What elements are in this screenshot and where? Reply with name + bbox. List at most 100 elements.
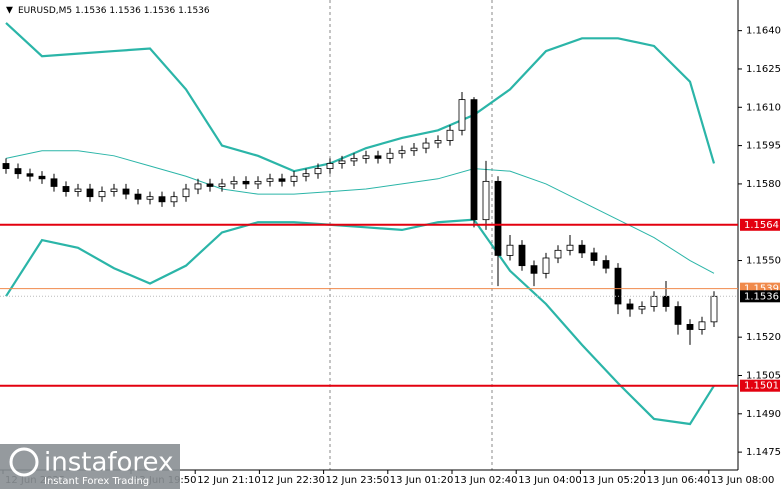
- header-value: 1.1536: [75, 6, 107, 16]
- candle-body: [134, 193, 142, 200]
- candle-body: [350, 157, 358, 162]
- candle-body: [2, 163, 10, 169]
- candle-body: [590, 252, 598, 261]
- level-label-bg: [740, 379, 780, 392]
- candle-body: [230, 180, 238, 185]
- candle-body: [410, 147, 418, 152]
- candle-body: [98, 191, 106, 198]
- y-tick-label: 1.1640: [746, 26, 781, 37]
- candle-body: [50, 178, 58, 187]
- plot: [0, 22, 738, 426]
- x-tick-label: 13 Jun 02:40: [454, 475, 518, 486]
- candle-body: [470, 99, 478, 221]
- candle-body: [86, 188, 94, 198]
- candle-body: [14, 168, 22, 175]
- candle-body: [674, 306, 682, 325]
- x-tick-label: 13 Jun 06:40: [647, 475, 711, 486]
- candle-body: [170, 196, 178, 203]
- candle-body: [614, 267, 622, 305]
- candle-body: [302, 173, 310, 177]
- candle-body: [290, 175, 298, 182]
- candle-body: [278, 178, 286, 182]
- candle-body: [374, 155, 382, 159]
- candle-body: [530, 265, 538, 274]
- candle-body: [602, 260, 610, 269]
- y-tick-label: 1.1625: [746, 64, 781, 75]
- candle-body: [434, 140, 442, 144]
- candle-body: [578, 244, 586, 254]
- x-tick-label: 13 Jun 01:20: [390, 475, 454, 486]
- header: EURUSD,M5 1.1536 1.1536 1.1536 1.1536: [18, 6, 210, 16]
- candle-body: [206, 183, 214, 187]
- candle-body: [686, 324, 694, 330]
- candle-body: [518, 244, 526, 267]
- level-label: 1.1501: [744, 381, 779, 392]
- header-value: 1.1536: [178, 6, 210, 16]
- y-tick-label: 1.1550: [746, 256, 781, 267]
- x-tick-label: 13 Jun 05:20: [582, 475, 646, 486]
- candle-body: [182, 188, 190, 198]
- candle-body: [314, 168, 322, 175]
- level-label: 1.1564: [744, 220, 779, 231]
- menu-arrow: ▼: [6, 6, 13, 16]
- candle-body: [62, 186, 70, 192]
- watermark: instaforex Instant Forex Trading: [0, 444, 180, 489]
- candle-body: [158, 196, 166, 203]
- candle-body: [74, 188, 82, 192]
- candle-body: [566, 244, 574, 251]
- candle-body: [338, 160, 346, 164]
- candle-body: [662, 295, 670, 307]
- candle-body: [386, 152, 394, 159]
- watermark-logo: [9, 447, 39, 477]
- bollinger-band: [5, 218, 715, 426]
- x-tick-label: 12 Jun 22:30: [261, 475, 325, 486]
- candle-body: [446, 129, 454, 141]
- candle-body: [398, 150, 406, 154]
- candle-body: [122, 188, 130, 195]
- candle-body: [326, 163, 334, 169]
- candle-body: [650, 295, 658, 307]
- candle-body: [506, 244, 514, 256]
- y-tick-label: 1.1610: [746, 102, 781, 113]
- last-price-label: 1.1536: [744, 291, 779, 302]
- x-tick-label: 12 Jun 23:50: [326, 475, 390, 486]
- symbol: EURUSD,M5: [18, 6, 72, 16]
- candle-body: [362, 155, 370, 159]
- candle-body: [494, 180, 502, 256]
- candle-body: [38, 175, 46, 180]
- candle-body: [698, 321, 706, 330]
- last-price-bg: [740, 290, 780, 303]
- candle-body: [542, 257, 550, 274]
- bollinger-band: [5, 150, 715, 274]
- y-tick-label: 1.1520: [746, 332, 781, 343]
- header-value: 1.1536: [144, 6, 176, 16]
- candle-body: [554, 249, 562, 259]
- candle-body: [626, 303, 634, 310]
- candle-body: [254, 180, 262, 185]
- watermark-tagline: Instant Forex Trading: [44, 476, 149, 487]
- x-tick-label: 13 Jun 08:00: [711, 475, 775, 486]
- candle-body: [26, 173, 34, 177]
- watermark-brand: instaforex: [44, 448, 173, 478]
- candle-body: [242, 180, 250, 185]
- candle-body: [194, 183, 202, 190]
- candle-body: [638, 306, 646, 310]
- header-value: 1.1536: [109, 6, 141, 16]
- candle-body: [146, 196, 154, 200]
- candle-body: [482, 180, 490, 221]
- candle-body: [266, 178, 274, 182]
- candle-body: [422, 142, 430, 149]
- x-tick-label: 13 Jun 04:00: [518, 475, 582, 486]
- bollinger-band: [5, 22, 716, 173]
- candle-body: [110, 188, 118, 192]
- candle-body: [710, 295, 718, 323]
- y-tick-label: 1.1580: [746, 179, 781, 190]
- candle-body: [218, 183, 226, 187]
- y-tick-label: 1.1595: [746, 141, 781, 152]
- level-label-bg: [740, 218, 780, 231]
- level-label: 1.1539: [744, 284, 779, 295]
- x-tick-label: 12 Jun 21:10: [197, 475, 261, 486]
- y-tick-label: 1.1490: [746, 409, 781, 420]
